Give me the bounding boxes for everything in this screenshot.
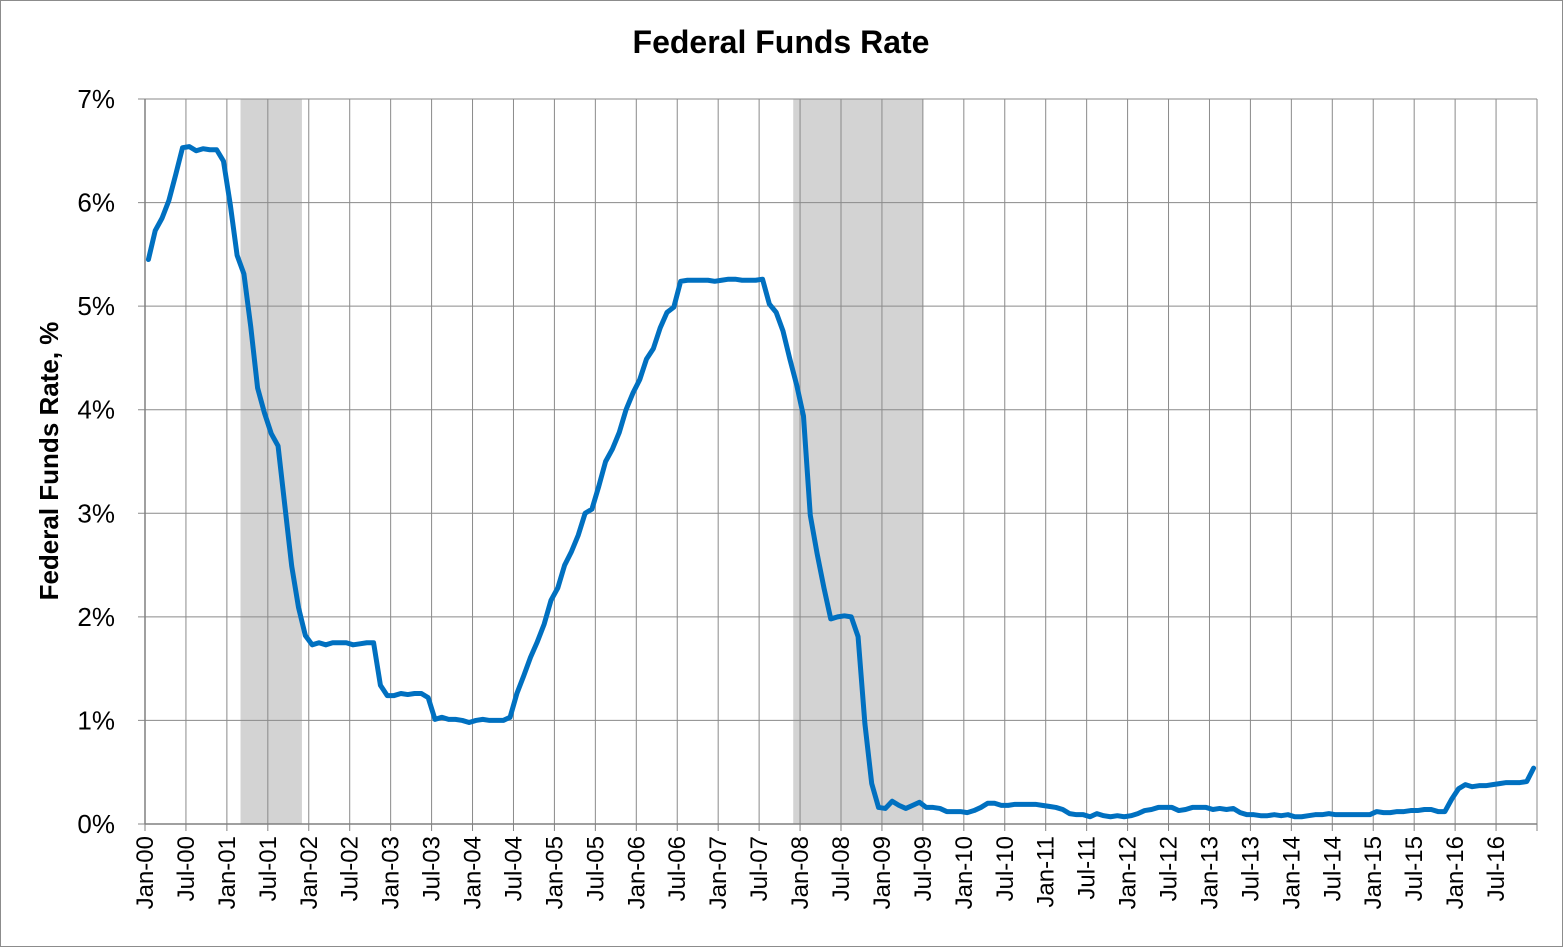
x-tick-label: Jan-00 <box>132 836 159 909</box>
x-tick-label: Jan-12 <box>1115 836 1142 909</box>
y-tick-label: 6% <box>77 188 115 218</box>
y-tick-label: 2% <box>77 602 115 632</box>
x-tick-label: Jan-09 <box>869 836 896 909</box>
x-tick-label: Jul-16 <box>1483 836 1510 901</box>
x-tick-label: Jan-01 <box>214 836 241 909</box>
x-tick-label: Jan-03 <box>378 836 405 909</box>
gridlines <box>138 98 1538 831</box>
x-tick-label: Jan-08 <box>787 836 814 909</box>
x-tick-label: Jul-14 <box>1319 836 1346 901</box>
recession-bands <box>240 99 923 824</box>
recession-band <box>793 99 923 824</box>
y-tick-label: 1% <box>77 705 115 735</box>
x-tick-label: Jul-08 <box>828 836 855 901</box>
y-tick-label: 5% <box>77 291 115 321</box>
x-tick-label: Jan-04 <box>460 836 487 909</box>
x-tick-label: Jan-05 <box>541 836 568 909</box>
x-tick-label: Jul-05 <box>582 836 609 901</box>
x-tick-label: Jan-14 <box>1278 836 1305 909</box>
x-tick-label: Jan-15 <box>1360 836 1387 909</box>
x-tick-label: Jul-15 <box>1401 836 1428 901</box>
x-tick-label: Jul-09 <box>910 836 937 901</box>
x-tick-label: Jul-07 <box>746 836 773 901</box>
x-tick-label: Jan-06 <box>623 836 650 909</box>
x-tick-label: Jan-13 <box>1196 836 1223 909</box>
y-tick-label: 0% <box>77 809 115 839</box>
x-tick-label: Jul-03 <box>419 836 446 901</box>
y-tick-label: 7% <box>77 84 115 114</box>
y-tick-label: 4% <box>77 395 115 425</box>
x-tick-label: Jul-12 <box>1156 836 1183 901</box>
x-tick-label: Jan-07 <box>705 836 732 909</box>
x-tick-label: Jan-10 <box>951 836 978 909</box>
x-tick-label: Jul-10 <box>992 836 1019 901</box>
chart-title: Federal Funds Rate <box>633 24 930 60</box>
x-tick-label: Jul-06 <box>664 836 691 901</box>
series-lines <box>145 144 1537 820</box>
series-line <box>145 144 1537 820</box>
x-tick-label: Jul-13 <box>1237 836 1264 901</box>
x-tick-label: Jul-04 <box>500 836 527 901</box>
x-tick-label: Jan-11 <box>1033 836 1060 908</box>
x-tick-label: Jul-01 <box>255 836 282 901</box>
x-axis-ticks: Jan-00 Jul-00 Jan-01 Jul-01 Jan-02 Jul-02 Jan-… <box>132 836 1510 909</box>
y-axis-ticks: 0% 1% 2% 3% 4% 5% 6% 7% <box>77 84 115 839</box>
x-tick-label: Jan-02 <box>296 836 323 909</box>
y-tick-label: 3% <box>77 498 115 528</box>
x-tick-label: Jul-11 <box>1074 836 1101 900</box>
x-tick-label: Jul-00 <box>173 836 200 901</box>
y-axis-label: Federal Funds Rate, % <box>34 322 64 601</box>
x-tick-label: Jul-02 <box>337 836 364 901</box>
x-tick-label: Jan-16 <box>1442 836 1469 909</box>
recession-band <box>240 99 302 824</box>
